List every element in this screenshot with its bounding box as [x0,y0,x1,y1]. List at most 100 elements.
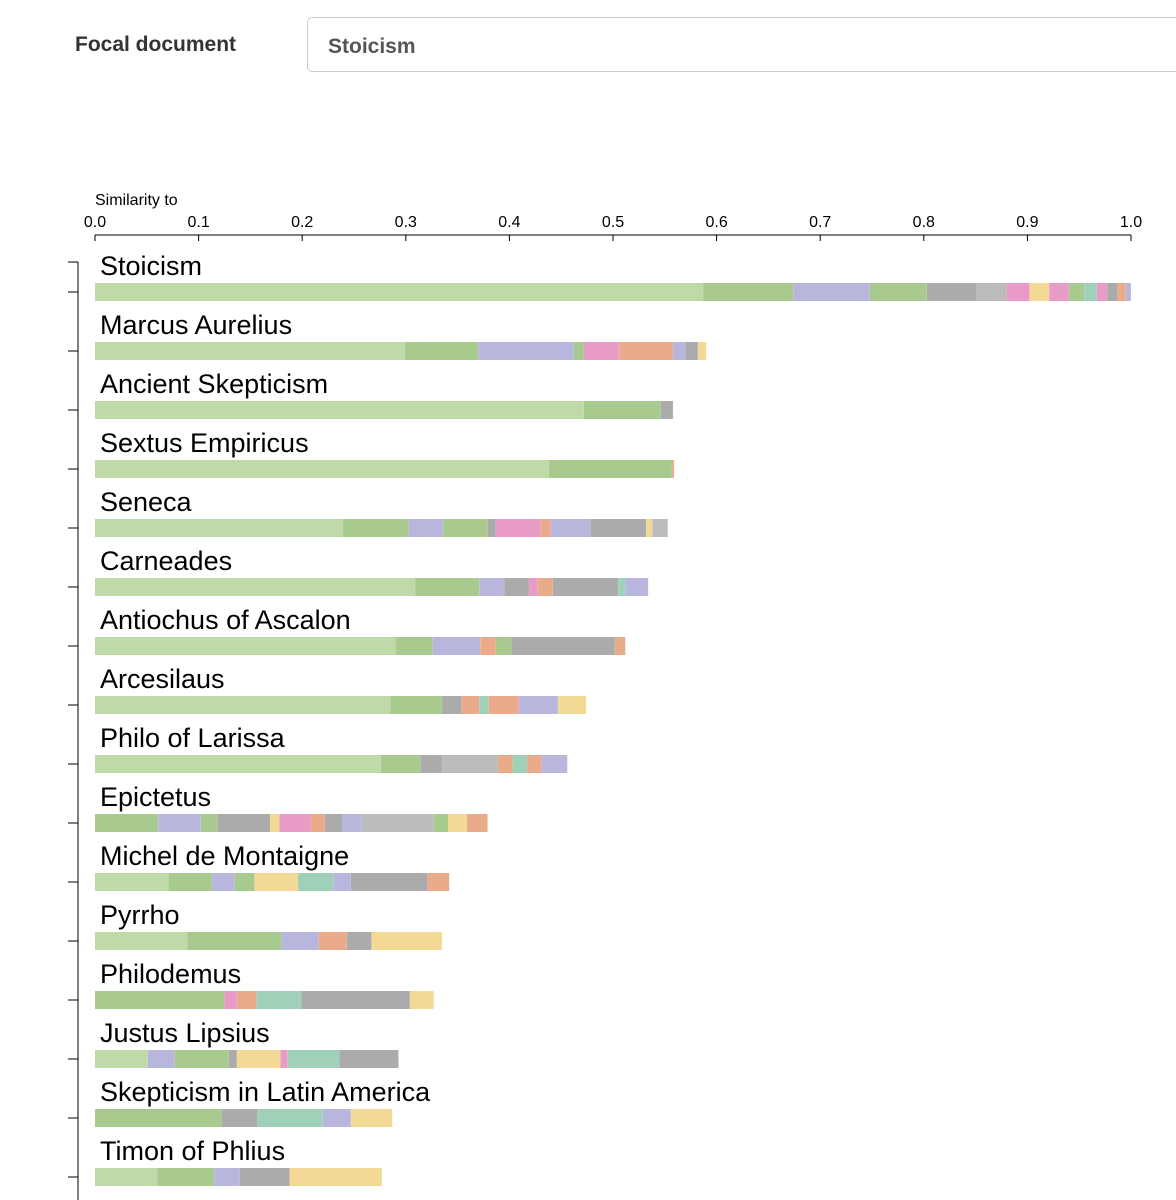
bar-segment [168,873,213,891]
bar-segment [408,519,444,537]
category-label: Timon of Phlius [100,1136,285,1166]
bar-segment [361,814,434,832]
bar-segment [1117,283,1126,301]
bar-segment [1107,283,1118,301]
bar-segment [478,342,574,360]
bar-segment [298,873,334,891]
category-label: Skepticism in Latin America [100,1077,431,1107]
bar-segment [236,991,257,1009]
focal-input-value: Stoicism [328,35,416,58]
bar-segment [281,932,319,950]
bar-segment [324,814,343,832]
bar-segment [652,519,668,537]
bar-segment [529,578,538,596]
category-label: Michel de Montaigne [100,841,349,871]
category-label: Marcus Aurelius [100,310,292,340]
bar-segment [342,519,409,537]
bar-segment [527,755,542,773]
focal-input[interactable]: Stoicism [307,17,1176,72]
bar-segment [254,873,299,891]
bar-segment [432,637,481,655]
bar-segment [280,1050,288,1068]
bar-segment [95,401,584,419]
bar-segment [427,873,450,891]
axis-title: Similarity to [95,192,178,209]
bar-segment [236,1050,281,1068]
bar-segment [480,637,496,655]
bar-segment [537,578,553,596]
bar-segment [511,637,616,655]
bar-segment [95,991,225,1009]
bar-segment [976,283,1007,301]
bar-segment [395,637,433,655]
bar-segment [95,696,391,714]
category-label: Stoicism [100,251,202,281]
focal-label: Focal document [75,33,237,56]
bar-segment [95,1168,158,1186]
bar-segment [371,932,443,950]
bar-segment [174,1050,229,1068]
bar-segment [926,283,977,301]
bar-segment [466,814,488,832]
bar-segment [346,932,372,950]
bar-segment [289,1168,382,1186]
x-tick-label: 0.0 [84,214,106,231]
bar-segment [573,342,584,360]
bar-segment [390,696,443,714]
bar-segment [495,519,541,537]
bar-segment [646,519,653,537]
bar-segment [498,755,513,773]
bar-segment [95,755,381,773]
bar-segment [95,814,159,832]
bar-segment [95,932,188,950]
bar-segment [558,696,587,714]
bar-segment [541,755,568,773]
bar-segment [95,637,396,655]
bar-segment [95,1109,222,1127]
bar-segment [660,401,674,419]
bar-segment [479,578,505,596]
bar-segment [487,519,496,537]
bar-segment [234,873,255,891]
bar-segment [380,755,421,773]
bar-segment [228,1050,237,1068]
category-label: Seneca [100,487,193,517]
bar-segment [95,342,405,360]
category-label: Sextus Empiricus [100,428,309,458]
x-tick-label: 0.4 [498,214,520,231]
bar-segment [95,578,416,596]
bar-segment [95,283,704,301]
x-tick-label: 0.5 [602,214,624,231]
bar-segment [95,1050,148,1068]
bar-segment [442,755,499,773]
category-label: Ancient Skepticism [100,369,328,399]
bar-segment [512,755,528,773]
bar-segment [240,1168,290,1186]
bar-segment [1084,283,1097,301]
x-tick-label: 0.3 [395,214,417,231]
category-label: Arcesilaus [100,664,225,694]
bar-segment [1049,283,1069,301]
bar-segment [673,342,686,360]
bar-segment [322,1109,351,1127]
bar-segment [685,342,698,360]
bar-segment [318,932,347,950]
bar-segment [270,814,280,832]
x-tick-label: 0.2 [291,214,313,231]
bar-segment [488,696,519,714]
bar-segment [157,1168,215,1186]
bar-segment [495,637,512,655]
bar-segment [420,755,443,773]
bar-segment [1068,283,1085,301]
category-label: Antiochus of Ascalon [100,605,351,635]
bar-segment [869,283,927,301]
bar-segment [443,519,488,537]
bar-segment [461,696,480,714]
category-label: Epictetus [100,782,211,812]
x-tick-label: 0.7 [809,214,831,231]
bar-segment [147,1050,175,1068]
x-tick-label: 0.9 [1016,214,1038,231]
bar-segment [217,814,271,832]
bar-segment [214,1168,241,1186]
